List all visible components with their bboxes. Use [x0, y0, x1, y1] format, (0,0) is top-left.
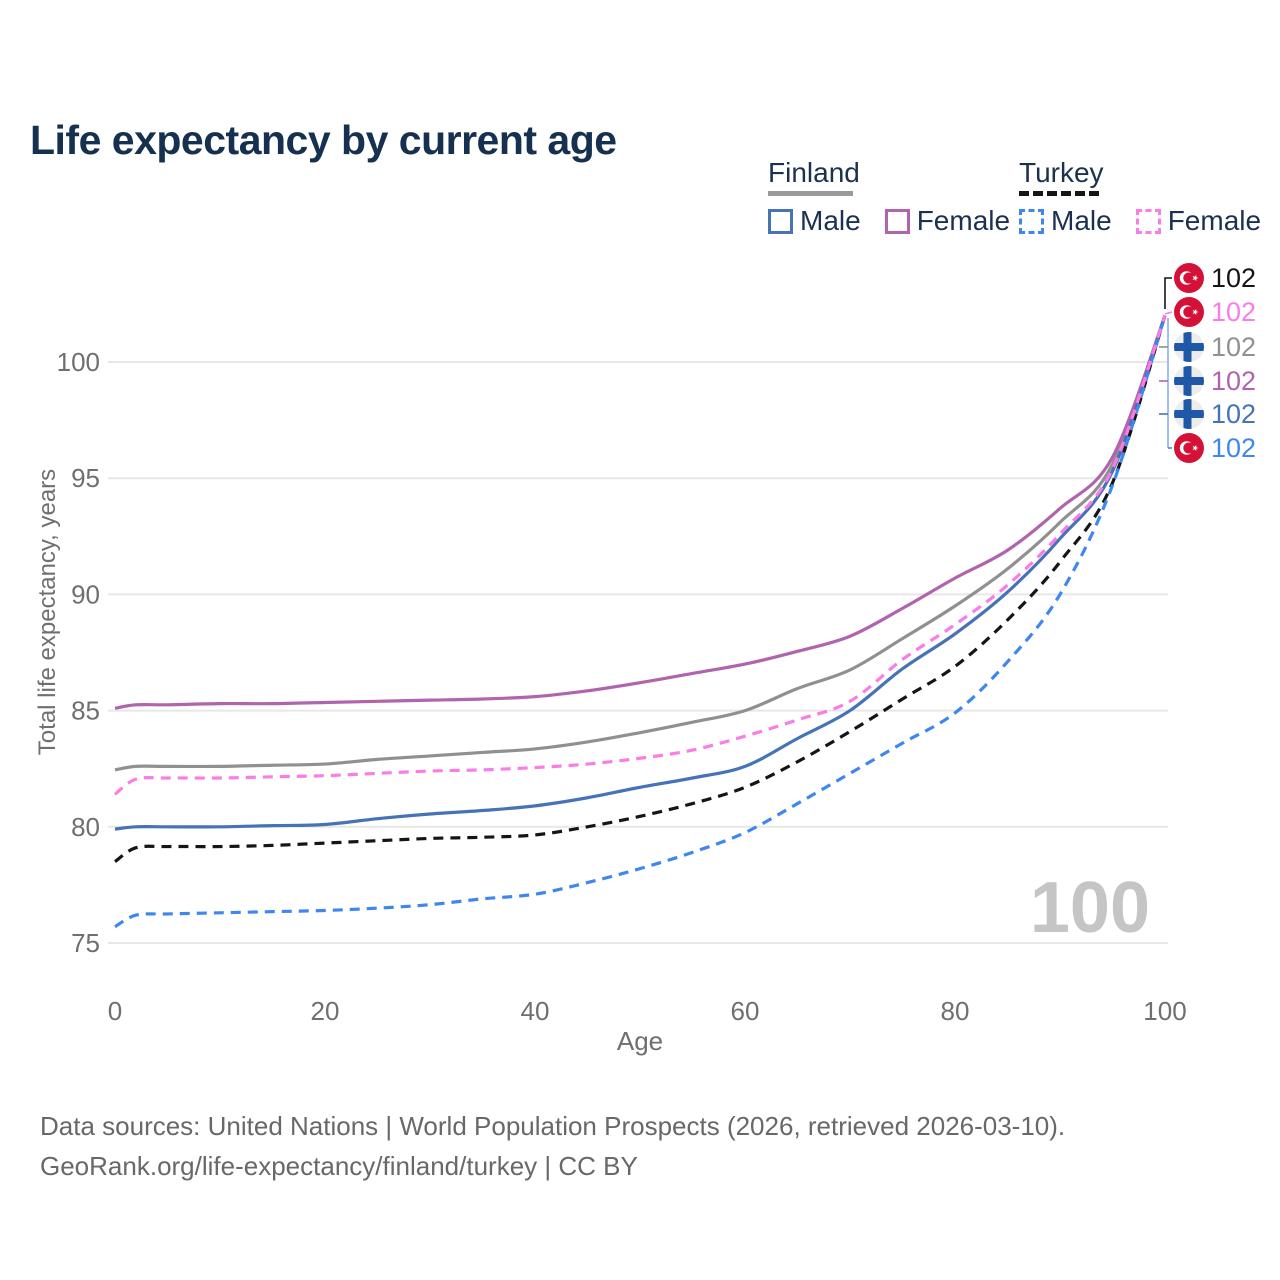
- x-tick-label: 80: [941, 996, 970, 1026]
- end-label-value: 102: [1211, 399, 1257, 429]
- end-label-turkey-male: 102: [1174, 433, 1256, 463]
- legend-item-turkey-male[interactable]: Male: [1019, 205, 1112, 237]
- finland-female-swatch: [884, 208, 910, 234]
- footer-attribution-line: GeoRank.org/life-expectancy/finland/turk…: [40, 1151, 638, 1181]
- series-line-finland-both-sexes: [114, 314, 1167, 772]
- legend-group-turkey: Turkey Male Female: [1019, 158, 1261, 237]
- x-tick-label: 40: [521, 996, 550, 1026]
- end-label-turkey-female: 102: [1174, 297, 1256, 327]
- turkey-female-swatch: [1135, 208, 1161, 234]
- footer: Data sources: United Nations | World Pop…: [40, 1106, 1065, 1186]
- y-axis-title: Total life expectancy, years: [34, 468, 61, 756]
- finland-flag-icon: [1174, 366, 1204, 396]
- legend-item-finland-female[interactable]: Female: [884, 205, 1011, 237]
- series-line-finland-male: [114, 315, 1167, 831]
- footer-sources-line: Data sources: United Nations | World Pop…: [40, 1111, 1066, 1141]
- legend-country-finland[interactable]: Finland: [768, 157, 860, 188]
- legend-country-turkey[interactable]: Turkey: [1019, 157, 1104, 188]
- end-label-value: 102: [1211, 366, 1257, 396]
- connector-top: [1164, 277, 1172, 309]
- page-title: Life expectancy by current age: [30, 117, 617, 164]
- star-shape: [1192, 274, 1199, 282]
- legend-item-label: Male: [1051, 205, 1112, 236]
- finland-male-swatch: [768, 208, 793, 234]
- end-label-value: 102: [1211, 433, 1257, 463]
- x-axis-title: Age: [616, 1026, 664, 1056]
- series-line-finland-female: [114, 314, 1167, 710]
- watermark: 100: [1029, 868, 1150, 948]
- series-line-turkey-female: [113, 315, 1167, 796]
- legend-item-label: Female: [916, 205, 1011, 236]
- star-shape: [1192, 308, 1199, 316]
- x-tick-label: 20: [311, 996, 340, 1026]
- end-label-finland-both-sexes: 102: [1174, 332, 1256, 362]
- legend-group-finland: Finland Male Female: [768, 158, 1010, 237]
- y-tick-label: 80: [71, 812, 100, 842]
- legend-item-turkey-female[interactable]: Female: [1135, 205, 1262, 237]
- star-shape: [1192, 444, 1199, 452]
- y-tick-label: 90: [71, 579, 100, 609]
- turkey-flag-icon: [1174, 263, 1204, 293]
- series-line-turkey-male: [114, 315, 1167, 929]
- turkey-flag-icon: [1174, 297, 1204, 327]
- legend-item-label: Male: [800, 205, 861, 236]
- x-tick-label: 100: [1143, 996, 1186, 1026]
- turkey-line-style-swatch: [1019, 191, 1099, 196]
- legend-item-finland-male[interactable]: Male: [768, 205, 861, 237]
- x-tick-label: 60: [731, 996, 760, 1026]
- legend-item-label: Female: [1167, 205, 1262, 236]
- turkey-male-swatch: [1019, 208, 1044, 234]
- end-label-finland-female: 102: [1174, 366, 1256, 396]
- x-tick-label: 0: [108, 996, 122, 1026]
- finland-flag-icon: [1174, 399, 1204, 429]
- end-label-value: 102: [1211, 263, 1257, 293]
- turkey-flag-icon: [1174, 433, 1204, 463]
- end-label-value: 102: [1211, 297, 1257, 327]
- finland-flag-icon: [1174, 332, 1204, 362]
- connector-tick: [1164, 311, 1173, 315]
- y-tick-label: 85: [71, 696, 100, 726]
- end-label-turkey-both-sexes: 102: [1174, 263, 1256, 293]
- legend: Finland Male Female Turkey Male: [0, 0, 1280, 250]
- y-tick-label: 100: [57, 347, 100, 377]
- y-tick-label: 95: [71, 463, 100, 493]
- end-label-finland-male: 102: [1174, 399, 1256, 429]
- series-line-turkey-both-sexes: [114, 315, 1167, 863]
- end-label-value: 102: [1211, 332, 1257, 362]
- y-tick-label: 75: [71, 928, 100, 958]
- finland-line-style-swatch: [768, 191, 853, 196]
